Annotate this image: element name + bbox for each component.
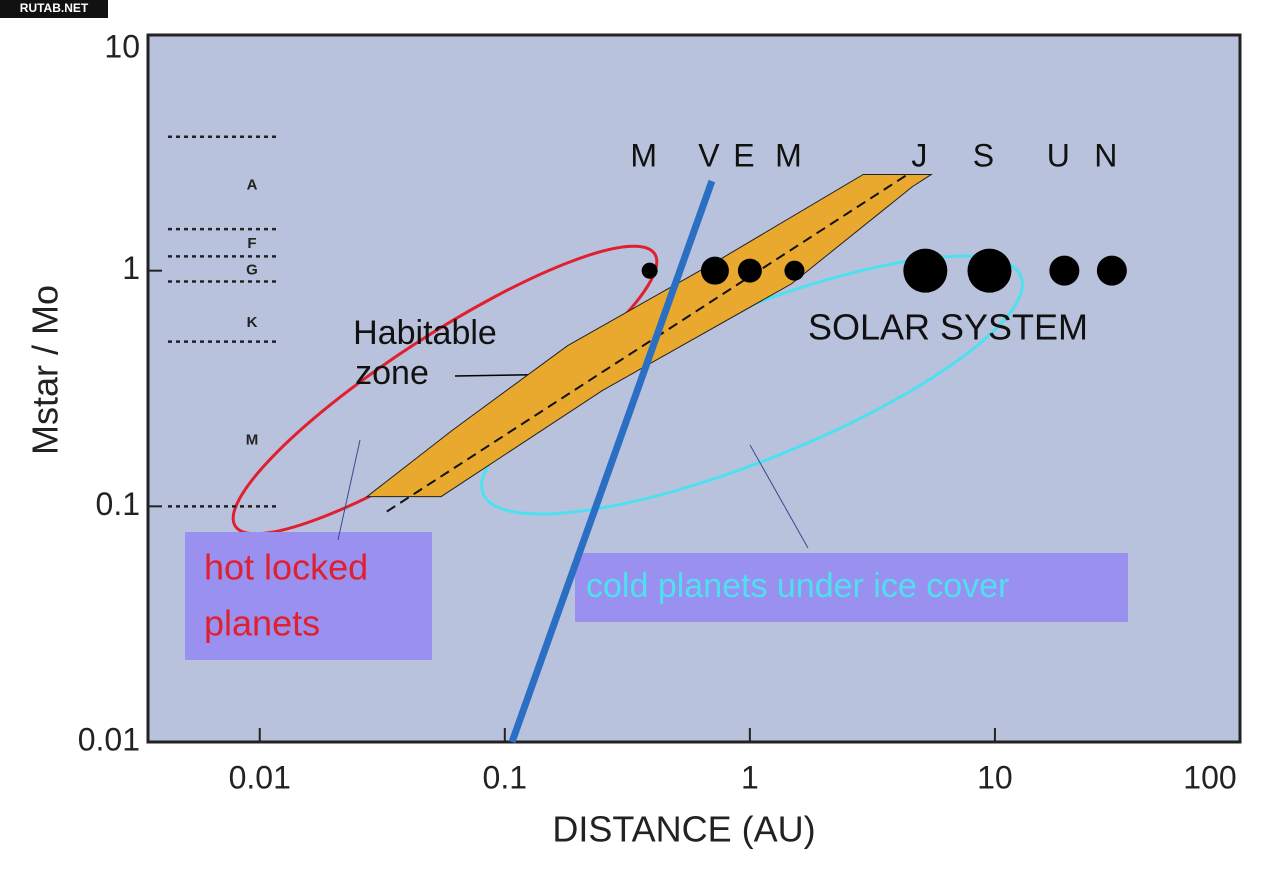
habitable-label: Habitable <box>353 314 497 352</box>
planet-label: S <box>973 137 994 173</box>
star-class-label: K <box>247 314 258 331</box>
cold-label: cold planets under ice cover <box>586 567 1009 605</box>
planet <box>967 248 1012 293</box>
y-tick-label: 0.01 <box>78 721 140 757</box>
planet <box>1049 255 1080 286</box>
habitable-zone <box>365 173 933 498</box>
planet-label: E <box>733 137 754 173</box>
planet <box>641 262 658 279</box>
planet <box>1096 255 1127 286</box>
y-tick-label: 1 <box>122 250 140 286</box>
series-label: SOLAR SYSTEM <box>808 307 1088 348</box>
x-tick-label: 0.1 <box>483 759 527 795</box>
star-class-label: F <box>247 235 256 252</box>
star-class-label: G <box>246 262 258 279</box>
tidal-lock-line <box>508 179 716 744</box>
hot-label: planets <box>204 603 320 644</box>
planet-label: M <box>630 137 657 173</box>
x-tick-label: 10 <box>977 759 1013 795</box>
x-tick-label: 0.01 <box>229 759 291 795</box>
y-tick-label: 10 <box>104 28 140 64</box>
planet <box>737 258 762 283</box>
planet-label: U <box>1047 137 1070 173</box>
x-axis-label: DISTANCE (AU) <box>552 809 815 850</box>
star-class-label: A <box>247 176 258 193</box>
planet <box>700 256 729 285</box>
hot-label-box <box>185 532 432 660</box>
y-axis-label: Mstar / Mo <box>25 285 66 455</box>
planet-label: J <box>911 137 927 173</box>
cold-label-box <box>575 553 1128 622</box>
arrow <box>749 444 809 549</box>
planet-label: V <box>698 137 720 173</box>
star-class-label: M <box>246 432 259 449</box>
x-tick-label: 1 <box>741 759 759 795</box>
planet-label: N <box>1094 137 1117 173</box>
watermark-box <box>0 0 108 18</box>
planet <box>784 260 805 281</box>
watermark: RUTAB.NET <box>20 1 89 15</box>
habitable-zone-center <box>386 173 909 513</box>
y-tick-label: 0.1 <box>96 486 140 522</box>
arrow <box>337 439 361 541</box>
planet <box>903 248 948 293</box>
x-tick-label: 100 <box>1183 759 1236 795</box>
habitable-label: zone <box>355 354 429 392</box>
planet-label: M <box>775 137 802 173</box>
hot-label: hot locked <box>204 547 368 588</box>
